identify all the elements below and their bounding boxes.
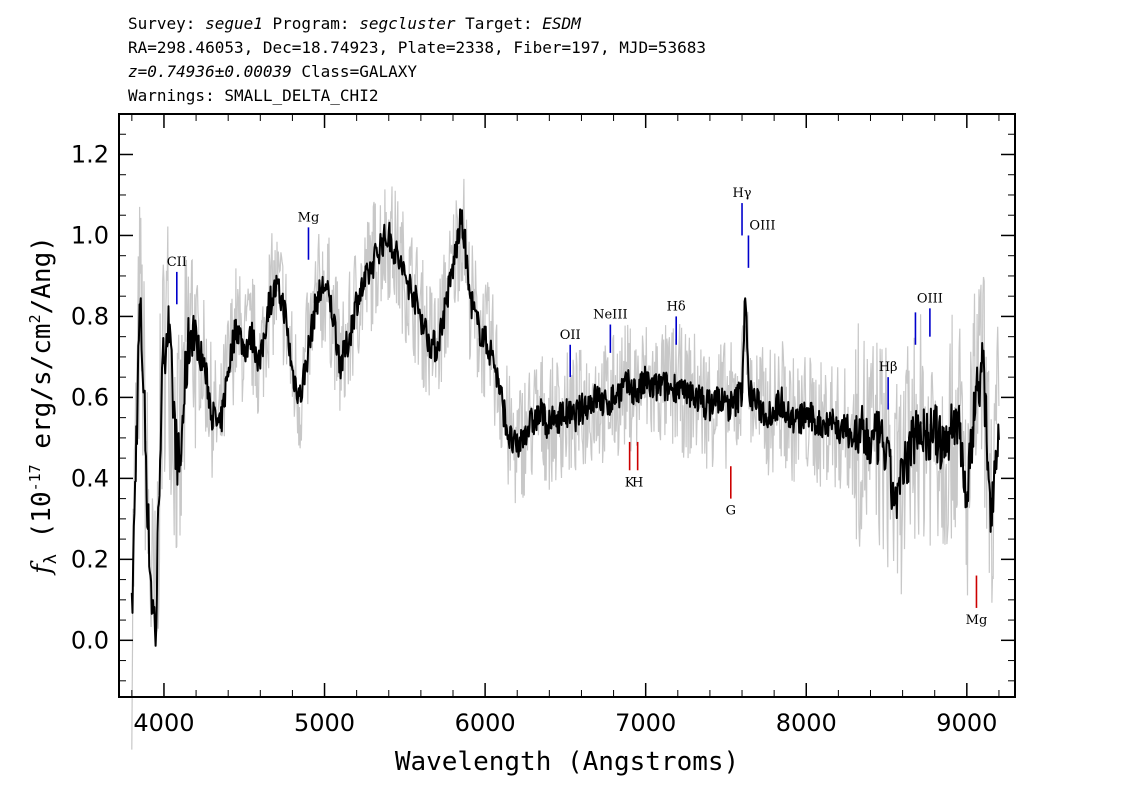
- axes-layer: 4000 5000 6000 7000 8000 9000 0.0 0.2 0.4 0.6 0.8 1…: [71, 114, 1015, 737]
- line-marker-label: G: [726, 504, 736, 519]
- class-value: Class=GALAXY: [291, 62, 417, 81]
- program-value: segcluster: [359, 14, 456, 33]
- y-tick-label: 0.2: [71, 545, 109, 573]
- x-tick-label: 9000: [936, 709, 997, 737]
- line-marker-label: H: [632, 475, 643, 490]
- x-tick-label: 4000: [133, 709, 194, 737]
- y-axis-title-text: fλ (10-17 erg/s/cm2/Ang): [26, 236, 61, 576]
- line-marker-label: Hδ: [667, 299, 686, 314]
- line-marker-label: Hβ: [879, 360, 898, 375]
- target-label: Target:: [455, 14, 543, 33]
- x-axis-title: Wavelength (Angstroms): [395, 747, 739, 777]
- line-marker-label: OIII: [749, 218, 775, 233]
- y-tick-label: 0.0: [71, 626, 109, 654]
- target-value: ESDM: [542, 14, 581, 33]
- y-tick-label: 0.6: [71, 383, 109, 411]
- y-axis-title: fλ (10-17 erg/s/cm2/Ang): [26, 236, 61, 576]
- y-tick-label: 1.2: [71, 140, 109, 168]
- header-redshift-line: z=0.74936±0.00039 Class=GALAXY: [128, 60, 706, 84]
- redshift-value: z=0.74936±0.00039: [128, 62, 292, 81]
- header-survey-line: Survey: segue1 Program: segcluster Targe…: [128, 12, 706, 36]
- line-marker-label: OII: [560, 328, 581, 343]
- line-marker-label: Mg: [298, 210, 320, 225]
- survey-value: segue1: [205, 14, 263, 33]
- line-marker-label: CII: [167, 255, 187, 270]
- x-tick-label: 7000: [615, 709, 676, 737]
- x-tick-label: 8000: [776, 709, 837, 737]
- x-tick-label: 6000: [455, 709, 516, 737]
- program-label: Program:: [262, 14, 360, 33]
- line-marker-label: NeIII: [593, 308, 627, 323]
- line-marker-label: K: [625, 475, 635, 490]
- flux-error-path: [131, 178, 1000, 750]
- y-tick-label: 0.4: [71, 464, 109, 492]
- line-marker-label: Hγ: [732, 186, 751, 201]
- header-warnings-line: Warnings: SMALL_DELTA_CHI2: [128, 86, 379, 105]
- x-tick-label: 5000: [294, 709, 355, 737]
- y-tick-label: 1.0: [71, 221, 109, 249]
- survey-label: Survey:: [128, 14, 206, 33]
- y-tick-label: 0.8: [71, 302, 109, 330]
- flux-error-band: [131, 178, 1000, 750]
- spectrum-header: Survey: segue1 Program: segcluster Targe…: [128, 12, 706, 108]
- line-marker-label: OIII: [917, 291, 943, 306]
- flux-series-layer: [130, 208, 1000, 647]
- plot-frame: [118, 113, 1016, 698]
- line-marker-label: Mg: [966, 613, 988, 628]
- flux-line: [130, 208, 1000, 647]
- line-marker-layer: CII Mg OII NeIII Hδ Hγ OIII Hβ OIII KH G Mg: [167, 186, 988, 628]
- header-coords-line: RA=298.46053, Dec=18.74923, Plate=2338, …: [128, 38, 706, 57]
